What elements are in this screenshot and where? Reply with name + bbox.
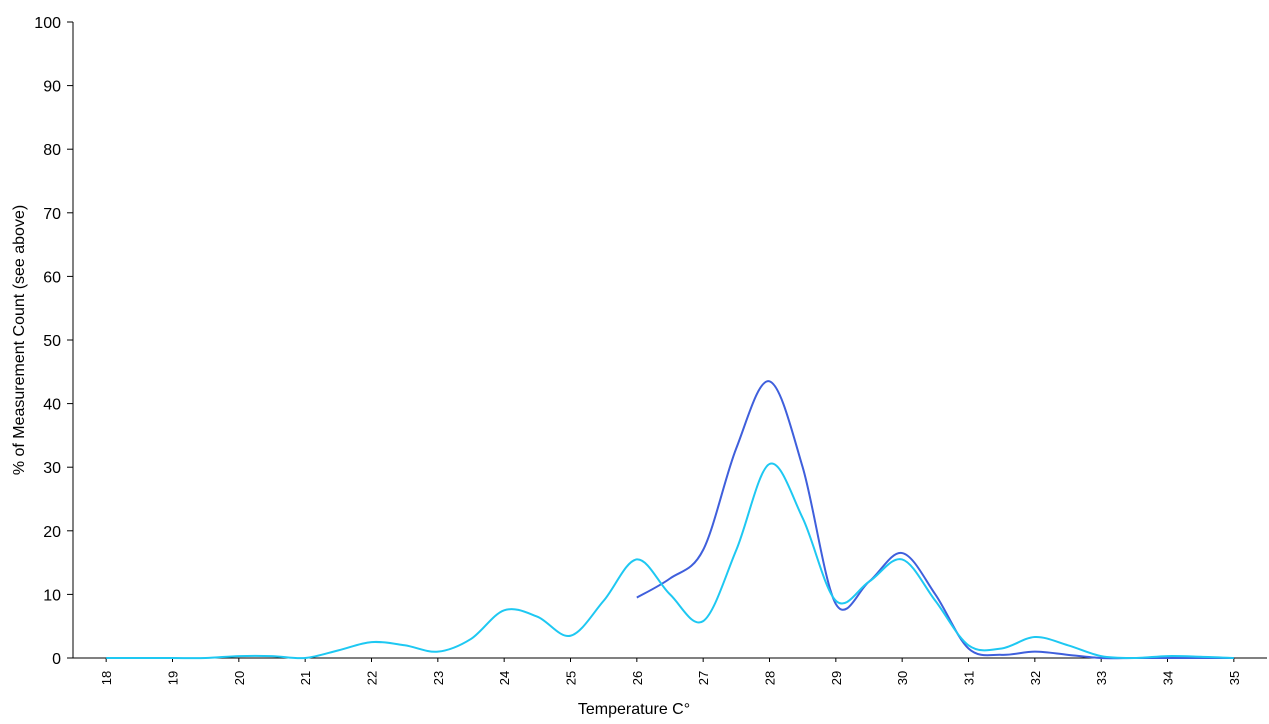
x-tick-label: 28: [763, 671, 778, 685]
x-tick-label: 24: [497, 671, 512, 685]
x-tick-label: 29: [829, 671, 844, 685]
x-tick-label: 20: [232, 671, 247, 685]
x-tick-label: 19: [166, 671, 181, 685]
x-tick-label: 33: [1094, 671, 1109, 685]
y-tick-label: 50: [43, 333, 61, 350]
x-tick-label: 32: [1028, 671, 1043, 685]
x-tick-label: 21: [298, 671, 313, 685]
x-tick-label: 34: [1161, 671, 1176, 685]
x-tick-label: 30: [895, 671, 910, 685]
x-tick-label: 35: [1227, 671, 1242, 685]
y-tick-label: 80: [43, 142, 61, 159]
y-tick-label: 100: [34, 15, 61, 32]
y-tick-label: 60: [43, 269, 61, 286]
y-axis-label: % of Measurement Count (see above): [11, 205, 28, 475]
data-line: [636, 380, 1234, 660]
data-line: [106, 462, 1234, 660]
y-tick-label: 30: [43, 460, 61, 477]
x-axis-label: Temperature C°: [578, 701, 690, 718]
y-tick-label: 90: [43, 79, 61, 96]
x-tick-label: 18: [99, 671, 114, 685]
y-tick-label: 0: [52, 651, 61, 668]
y-tick-label: 70: [43, 206, 61, 223]
x-tick-label: 23: [431, 671, 446, 685]
x-tick-label: 26: [630, 671, 645, 685]
y-tick-label: 10: [43, 587, 61, 604]
x-tick-label: 27: [696, 671, 711, 685]
y-tick-label: 40: [43, 397, 61, 414]
x-tick-label: 22: [365, 671, 380, 685]
x-tick-label: 25: [564, 671, 579, 685]
x-tick-label: 31: [962, 671, 977, 685]
y-tick-label: 20: [43, 524, 61, 541]
